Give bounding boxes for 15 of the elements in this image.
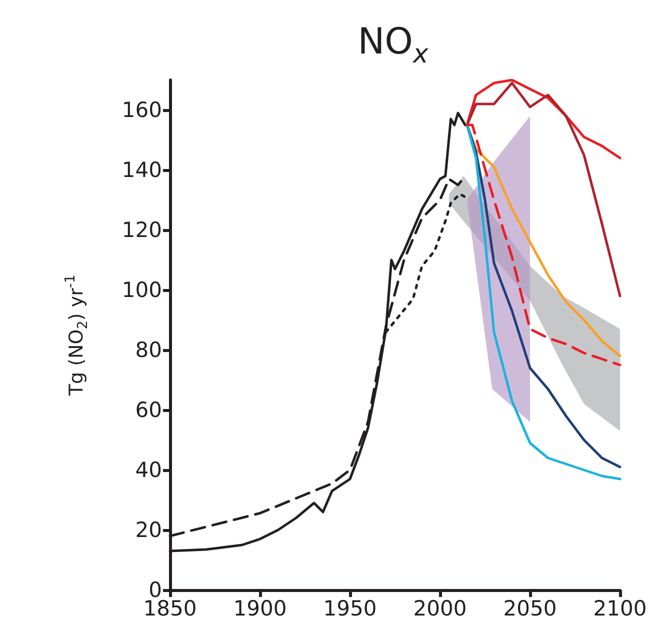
y-tick-label: 140 [122, 158, 162, 182]
x-tick-label: 1850 [143, 596, 197, 620]
x-tick-label: 2100 [593, 596, 647, 620]
y-tick-label: 160 [122, 98, 162, 122]
y-tick-label: 20 [135, 518, 162, 542]
y-tick-label: 80 [135, 338, 162, 362]
y-tick-label: 100 [122, 278, 162, 302]
y-tick-label: 60 [135, 398, 162, 422]
x-tick-label: 1900 [233, 596, 287, 620]
y-tick-label: 120 [122, 218, 162, 242]
x-tick-label: 2050 [503, 596, 557, 620]
y-tick-label: 40 [135, 458, 162, 482]
y-axis-title: Tg (NO2) yr-1 [62, 274, 91, 397]
x-tick-label: 1950 [323, 596, 377, 620]
x-tick-label: 2000 [413, 596, 467, 620]
